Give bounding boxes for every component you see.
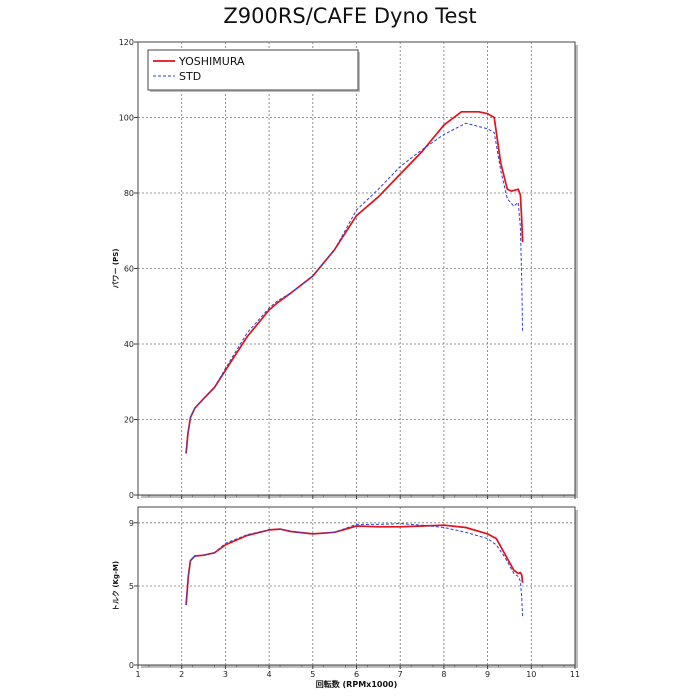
x-axis-label: 回転数 (RPMx1000): [316, 679, 398, 689]
torque-x-tick-label: 3: [223, 670, 228, 679]
legend-label-yoshimura: YOSHIMURA: [178, 55, 245, 68]
torque-y-axis-label: トルク (Kg-M): [111, 561, 120, 611]
power-series-yoshimura: [185, 110, 524, 454]
power-series-std: [185, 122, 524, 454]
power-y-tick-label: 40: [124, 340, 134, 349]
power-y-tick-label: 120: [119, 38, 134, 47]
torque-x-tick-label: 7: [398, 670, 403, 679]
torque-x-tick-label: 10: [526, 670, 536, 679]
torque-x-tick-label: 9: [485, 670, 490, 679]
torque-x-tick-label: 1: [135, 670, 140, 679]
torque-series-std: [185, 523, 524, 618]
torque-x-tick-label: 4: [267, 670, 272, 679]
power-y-tick-label: 0: [129, 491, 134, 500]
torque-y-tick-label: 0: [129, 661, 134, 670]
power-y-tick-label: 100: [119, 114, 134, 123]
torque-series-yoshimura: [185, 524, 524, 606]
torque-x-tick-label: 2: [179, 670, 184, 679]
power-y-tick-label: 20: [124, 416, 134, 425]
legend-label-std: STD: [179, 70, 201, 83]
torque-x-tick-label: 5: [310, 670, 315, 679]
power-y-tick-label: 60: [124, 265, 134, 274]
legend-box: [147, 49, 359, 91]
torque-y-tick-label: 9: [129, 519, 134, 528]
torque-x-tick-label: 8: [441, 670, 446, 679]
torque-x-tick-label: 6: [354, 670, 359, 679]
power-y-axis-label: パワー (PS): [111, 248, 120, 288]
chart-title: Z900RS/CAFE Dyno Test: [223, 4, 477, 28]
power-y-tick-label: 80: [124, 189, 134, 198]
torque-x-tick-label: 11: [570, 670, 580, 679]
torque-y-tick-label: 5: [129, 582, 134, 591]
